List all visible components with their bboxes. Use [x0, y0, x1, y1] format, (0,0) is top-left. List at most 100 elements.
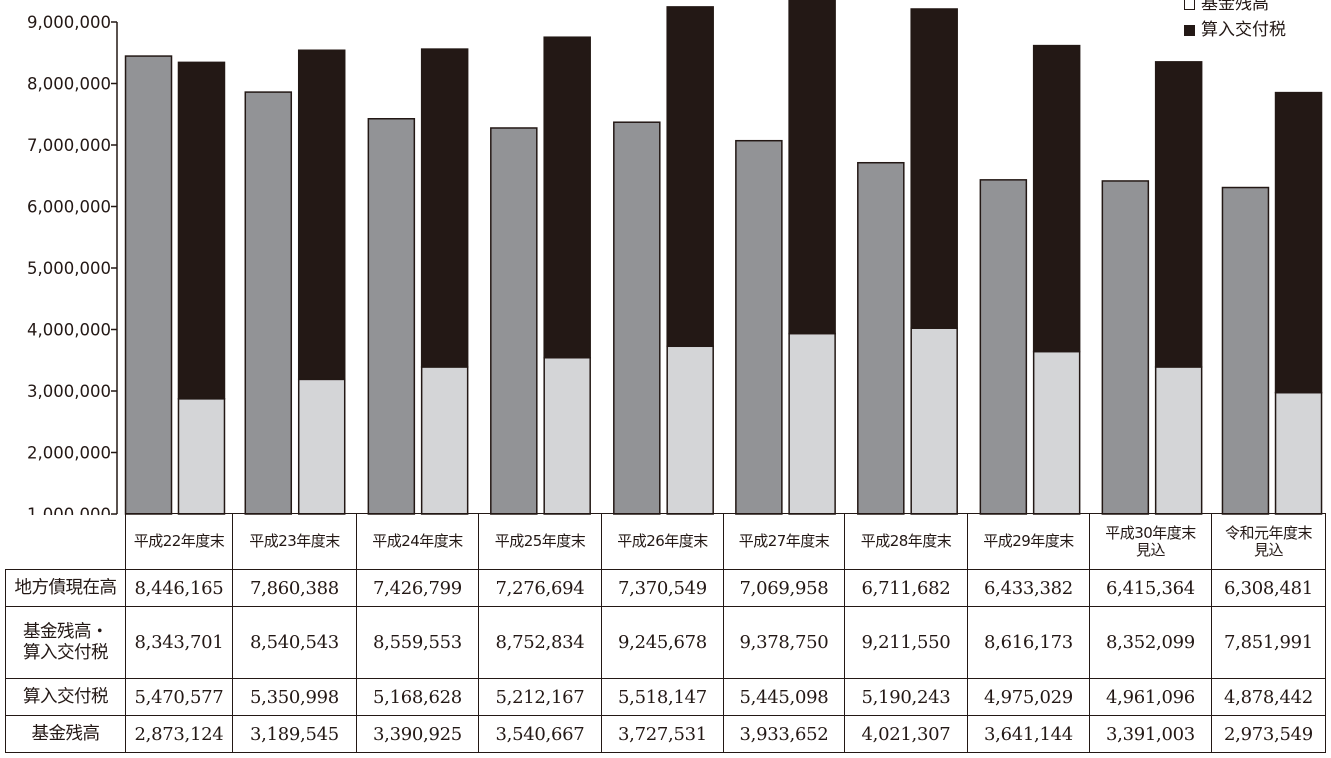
- table-cell: 9,378,750: [723, 606, 845, 679]
- bar-debt: [979, 179, 1028, 515]
- table-cell: 7,276,694: [478, 569, 602, 607]
- bar-fund-balance: [1274, 391, 1323, 515]
- table-cell: 8,446,165: [125, 569, 233, 607]
- bar-fund-balance: [1032, 350, 1081, 515]
- table-cell: 9,245,678: [601, 606, 724, 679]
- column-header: 平成22年度末: [125, 513, 233, 570]
- y-tick-label: 7,000,000: [27, 136, 111, 155]
- table-cell: 7,370,549: [601, 569, 724, 607]
- y-tick-label: 4,000,000: [27, 321, 111, 340]
- bar-allocation-tax: [1274, 91, 1323, 394]
- column-header: 平成25年度末: [478, 513, 602, 570]
- y-tick-label: 2,000,000: [27, 444, 111, 463]
- column-header: 平成24年度末: [356, 513, 479, 570]
- row-header: 基金残高・ 算入交付税: [5, 606, 126, 679]
- row-header: 地方債現在高: [5, 569, 126, 607]
- y-tick-label: 1,000,000: [27, 505, 111, 515]
- table-cell: 8,559,553: [356, 606, 479, 679]
- table-cell: 8,616,173: [967, 606, 1090, 679]
- table-cell: 7,069,958: [723, 569, 845, 607]
- bar-fund-balance: [297, 378, 346, 515]
- column-header: 平成26年度末: [601, 513, 724, 570]
- legend-swatch-fund-balance: [1184, 0, 1195, 10]
- column-header: 平成23年度末: [232, 513, 357, 570]
- legend-swatch-allocation-tax: [1184, 24, 1195, 36]
- bar-allocation-tax: [666, 6, 714, 348]
- table-cell: 4,021,307: [844, 715, 968, 753]
- table-cell: 2,973,549: [1211, 715, 1326, 753]
- table-cell: 3,540,667: [478, 715, 602, 753]
- table-cell: 3,641,144: [967, 715, 1090, 753]
- legend-item-allocation-tax: 算入交付税: [1184, 17, 1286, 43]
- chart-legend: 基金残高 算入交付税: [1184, 0, 1286, 43]
- y-tick-label: 6,000,000: [27, 198, 111, 217]
- table-cell: 3,189,545: [232, 715, 357, 753]
- y-tick-label: 9,000,000: [27, 13, 111, 32]
- bar-fund-balance: [1154, 366, 1203, 515]
- table-cell: 3,390,925: [356, 715, 479, 753]
- column-header: 平成28年度末: [844, 513, 968, 570]
- table-cell: 8,343,701: [125, 606, 233, 679]
- table-cell: 5,445,098: [723, 678, 845, 716]
- table-cell: 3,933,652: [723, 715, 845, 753]
- bar-fund-balance: [666, 345, 714, 515]
- bar-debt: [613, 121, 661, 515]
- table-row: 算入交付税 5,470,577 5,350,998 5,168,628 5,212,16…: [5, 678, 1326, 716]
- table-cell: 6,711,682: [844, 569, 968, 607]
- table-cell: 7,851,991: [1211, 606, 1326, 679]
- bar-allocation-tax: [420, 48, 469, 368]
- table-cell: 5,518,147: [601, 678, 724, 716]
- table-row: 基金残高 2,873,124 3,189,545 3,390,925 3,540,667…: [5, 715, 1326, 753]
- bar-allocation-tax: [177, 61, 226, 400]
- table-cell: 7,426,799: [356, 569, 479, 607]
- legend-item-fund-balance: 基金残高: [1184, 0, 1286, 17]
- table-cell: 4,878,442: [1211, 678, 1326, 716]
- table-cell: 3,727,531: [601, 715, 724, 753]
- bar-fund-balance: [177, 398, 226, 515]
- column-header: 平成30年度末 見込: [1089, 513, 1212, 570]
- table-row: 基金残高・ 算入交付税 8,343,701 8,540,543 8,559,553 8,7…: [5, 606, 1326, 679]
- bar-debt: [857, 161, 905, 515]
- table-cell: 4,961,096: [1089, 678, 1212, 716]
- bar-allocation-tax: [543, 36, 591, 359]
- bar-allocation-tax: [788, 0, 836, 335]
- table-cell: 8,752,834: [478, 606, 602, 679]
- column-header: 平成29年度末: [967, 513, 1090, 570]
- bar-debt: [1101, 180, 1150, 515]
- table-cell: 5,350,998: [232, 678, 357, 716]
- y-tick-label: 5,000,000: [27, 259, 111, 278]
- bar-allocation-tax: [297, 49, 346, 381]
- table-cell: 5,190,243: [844, 678, 968, 716]
- table-cell: 6,433,382: [967, 569, 1090, 607]
- table-cell: 8,540,543: [232, 606, 357, 679]
- legend-label-fund-balance: 基金残高: [1201, 0, 1269, 14]
- row-header: 算入交付税: [5, 678, 126, 716]
- bar-fund-balance: [420, 366, 469, 515]
- legend-label-allocation-tax: 算入交付税: [1201, 20, 1286, 40]
- table-cell: 7,860,388: [232, 569, 357, 607]
- bar-allocation-tax: [1154, 61, 1203, 368]
- bar-debt: [735, 139, 783, 515]
- table-cell: 5,168,628: [356, 678, 479, 716]
- bar-debt: [124, 55, 173, 515]
- table-cell: 5,212,167: [478, 678, 602, 716]
- bar-allocation-tax: [1032, 44, 1081, 353]
- bar-fund-balance: [543, 356, 591, 515]
- data-table: 平成22年度末 平成23年度末 平成24年度末 平成25年度末 平成26年度末 平成27年…: [5, 513, 1326, 753]
- column-header: 令和元年度末 見込: [1211, 513, 1326, 570]
- bar-debt: [1221, 186, 1270, 515]
- table-cell: 6,415,364: [1089, 569, 1212, 607]
- table-cell: 6,308,481: [1211, 569, 1326, 607]
- bar-debt: [367, 118, 416, 515]
- column-header: 平成27年度末: [723, 513, 845, 570]
- table-cell: 3,391,003: [1089, 715, 1212, 753]
- table-cell: 4,975,029: [967, 678, 1090, 716]
- table-cell: 5,470,577: [125, 678, 233, 716]
- bar-fund-balance: [788, 332, 836, 515]
- bar-debt: [490, 127, 538, 515]
- row-header: 基金残高: [5, 715, 126, 753]
- table-cell: 9,211,550: [844, 606, 968, 679]
- bar-fund-balance: [910, 327, 958, 515]
- bar-allocation-tax: [910, 8, 958, 329]
- table-corner: [5, 513, 126, 570]
